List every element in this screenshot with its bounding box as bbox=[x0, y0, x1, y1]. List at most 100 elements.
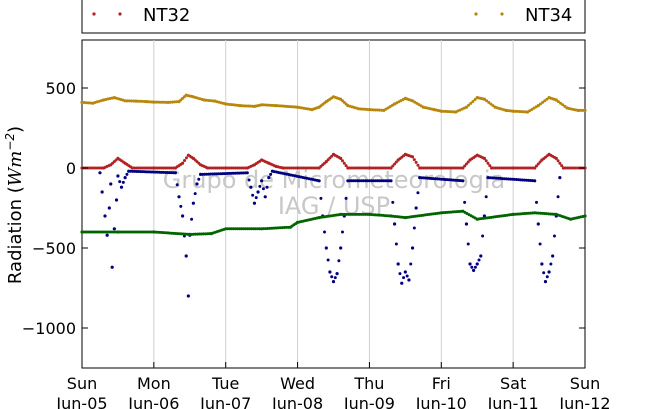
data-point bbox=[204, 98, 208, 102]
data-point bbox=[559, 101, 563, 105]
data-point bbox=[464, 222, 469, 226]
data-point bbox=[545, 275, 549, 279]
data-point bbox=[173, 171, 178, 175]
data-point bbox=[263, 195, 267, 199]
data-point bbox=[125, 99, 129, 103]
data-point bbox=[558, 176, 562, 180]
data-point bbox=[342, 161, 346, 165]
data-point bbox=[291, 166, 295, 170]
x-tick-label-date: Jun-11 bbox=[487, 394, 539, 409]
data-point bbox=[173, 100, 177, 104]
data-point bbox=[470, 265, 474, 269]
data-point bbox=[317, 179, 321, 183]
data-point bbox=[181, 161, 185, 165]
data-point bbox=[130, 99, 134, 103]
legend-item-nt34: NT34 bbox=[474, 5, 572, 26]
data-point bbox=[463, 164, 467, 168]
data-point bbox=[289, 166, 293, 170]
data-point bbox=[394, 160, 398, 164]
data-point bbox=[386, 106, 390, 110]
x-tick-label-date: Jun-08 bbox=[271, 394, 323, 409]
data-point bbox=[171, 100, 175, 104]
data-point bbox=[416, 191, 420, 195]
data-point bbox=[363, 107, 367, 111]
data-point bbox=[197, 177, 201, 181]
data-point bbox=[392, 222, 397, 226]
data-point bbox=[543, 99, 547, 103]
data-point bbox=[136, 99, 140, 103]
x-tick-label-day: Fri bbox=[432, 374, 451, 393]
data-point bbox=[554, 156, 558, 160]
plot-area bbox=[81, 39, 586, 369]
x-tick-label-day: Sat bbox=[500, 374, 526, 393]
data-point bbox=[484, 195, 488, 199]
data-point bbox=[193, 192, 197, 196]
data-point bbox=[403, 270, 407, 274]
x-tick-label-day: Wed bbox=[280, 374, 315, 393]
data-point bbox=[477, 258, 481, 262]
data-point bbox=[179, 204, 183, 208]
data-point bbox=[389, 166, 393, 170]
data-point bbox=[339, 156, 343, 160]
data-point bbox=[190, 217, 194, 221]
data-point bbox=[98, 171, 102, 175]
data-point bbox=[343, 212, 347, 216]
x-tick-label-day: Tue bbox=[211, 374, 239, 393]
x-tick-label-day: Sun bbox=[67, 374, 97, 393]
data-point bbox=[468, 262, 472, 266]
data-point bbox=[363, 212, 367, 216]
y-tick-label: −500 bbox=[32, 239, 76, 258]
data-point bbox=[412, 158, 416, 162]
data-point bbox=[479, 254, 483, 258]
gridlines bbox=[153, 40, 514, 368]
data-point bbox=[251, 193, 255, 197]
data-point bbox=[125, 172, 129, 176]
data-point bbox=[267, 176, 271, 180]
data-point bbox=[195, 182, 199, 186]
data-point bbox=[416, 163, 420, 167]
data-point bbox=[484, 159, 488, 163]
data-point bbox=[260, 179, 264, 183]
legend-marker bbox=[474, 12, 478, 16]
data-point bbox=[541, 100, 545, 104]
data-point bbox=[491, 104, 495, 108]
data-point bbox=[134, 99, 138, 103]
data-point bbox=[466, 242, 470, 246]
data-point bbox=[560, 164, 564, 168]
data-point bbox=[256, 190, 260, 194]
data-point bbox=[361, 212, 365, 216]
series-3 bbox=[80, 209, 587, 236]
data-point bbox=[261, 187, 265, 191]
data-point bbox=[549, 262, 553, 266]
data-point bbox=[464, 105, 469, 109]
data-point bbox=[324, 246, 328, 250]
data-point bbox=[328, 270, 332, 274]
data-point bbox=[112, 227, 116, 231]
data-point bbox=[464, 162, 468, 166]
data-point bbox=[561, 103, 565, 107]
data-point bbox=[536, 104, 540, 108]
legend-label: NT32 bbox=[143, 5, 190, 26]
x-tick-label-date: Jun-10 bbox=[415, 394, 467, 409]
data-point bbox=[184, 254, 188, 258]
data-point bbox=[252, 201, 257, 205]
x-tick-label-date: Jun-09 bbox=[343, 394, 395, 409]
data-point bbox=[391, 164, 395, 168]
data-point bbox=[481, 234, 485, 238]
data-point bbox=[86, 101, 90, 105]
data-point bbox=[119, 185, 124, 189]
data-point bbox=[412, 226, 416, 230]
data-point bbox=[489, 102, 493, 106]
data-point bbox=[540, 262, 544, 266]
data-point bbox=[361, 107, 365, 111]
data-point bbox=[533, 166, 537, 170]
data-point bbox=[461, 179, 465, 183]
data-point bbox=[409, 262, 413, 266]
x-tick-label-day: Mon bbox=[137, 374, 171, 393]
data-point bbox=[181, 214, 185, 218]
data-point bbox=[247, 178, 251, 182]
data-point bbox=[400, 281, 404, 285]
data-point bbox=[469, 101, 473, 105]
data-point bbox=[488, 164, 492, 168]
